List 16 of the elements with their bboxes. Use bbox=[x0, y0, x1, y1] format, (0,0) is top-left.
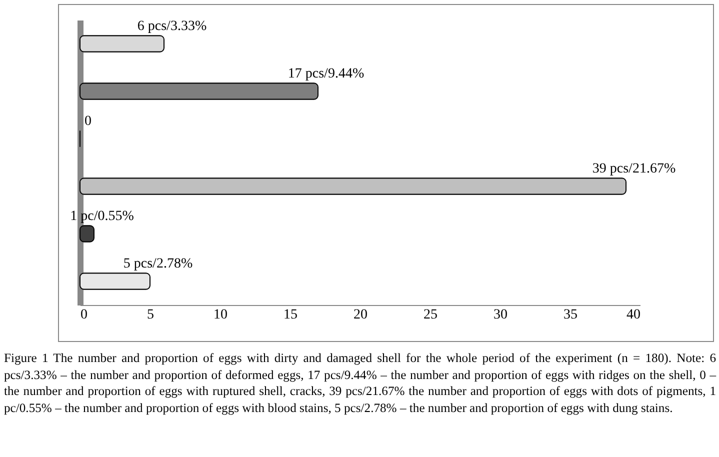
x-tick-label: 20 bbox=[354, 308, 368, 322]
x-tick-label: 40 bbox=[626, 308, 640, 322]
data-label: 17 pcs/9.44% bbox=[288, 66, 364, 82]
x-tick-label: 30 bbox=[494, 308, 508, 322]
x-tick-label: 25 bbox=[424, 308, 438, 322]
data-label: 0 bbox=[84, 114, 92, 129]
data-label: 5 pcs/2.78% bbox=[123, 256, 193, 272]
x-tick-label: 0 bbox=[80, 308, 88, 322]
x-tick-label: 5 bbox=[147, 308, 154, 322]
x-tick-label: 10 bbox=[214, 308, 228, 322]
data-label: 1 pc/0.55% bbox=[70, 208, 134, 224]
x-tick-label: 35 bbox=[564, 308, 578, 322]
x-tick-label: 15 bbox=[284, 308, 298, 322]
caption: Figure 1 The number and proportion of eggs with dirty and damaged shell for the whole period of the experiment (n = 180). Note: 6 pcs/3.33% – the number and proportion of deformed eggs, 17 pcs/9.44% – the number and proportion of eggs with ridges on the shell, 0 – the number and proportion of eggs with ruptured shell, cracks, 39 pcs/21.67% the number and proportion of eggs with dots of pigments, 1 pc/0.55% – the number and proportion of eggs with blood stains, 5 pcs/2.78% – the number and proportion of eggs with dung stains. bbox=[4, 350, 716, 416]
data-label: 6 pcs/3.33% bbox=[137, 18, 207, 34]
data-label: 39 pcs/21.67% bbox=[592, 161, 676, 176]
